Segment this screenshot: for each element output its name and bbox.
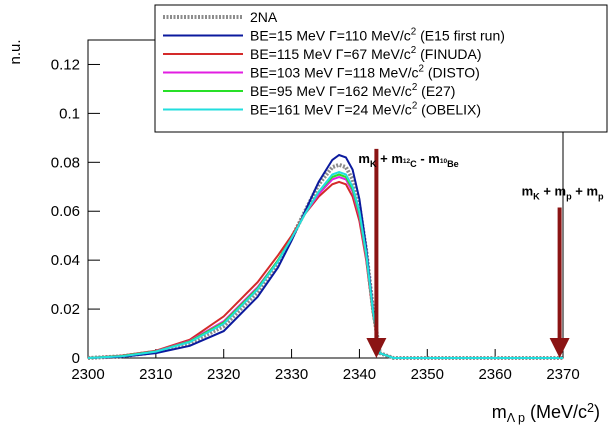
text-part: ) [594,402,600,422]
text-part: - m [417,151,440,166]
text-part: (E15 first run) [416,28,505,44]
arrow [549,207,570,358]
text-part: 2 [411,27,416,38]
text-part: (MeV/c [525,402,587,422]
y-tick-label: 0 [72,350,80,367]
text-part: BE=103 MeV Γ=118 MeV/c [250,65,419,81]
text-part: + m [540,184,566,199]
text-part: p [566,192,572,202]
legend-label: 2NA [250,9,278,25]
text-part: (DISTO) [424,65,480,81]
x-tick-label: 2360 [478,366,511,383]
text-part: 2 [412,101,417,112]
text-part: BE=15 MeV Γ=110 MeV/c [250,28,411,44]
text-part: K [533,192,540,202]
y-tick-label: 0.02 [51,301,80,318]
x-tick-label: 2300 [71,366,104,383]
annotation: mK + m12C - m10Be [358,151,458,169]
text-part: K [370,159,377,169]
text-part: + m [572,184,598,199]
series-line [87,171,563,359]
text-part: m [358,151,370,166]
text-part: m [492,402,507,422]
text-part: 2 [411,45,416,56]
y-tick-label: 0.04 [51,252,80,269]
legend-label: BE=103 MeV Γ=118 MeV/c2 (DISTO) [250,64,480,81]
text-part: m [522,184,534,199]
x-tick-label: 2350 [411,366,444,383]
text-part: BE=95 MeV Γ=162 MeV/c [250,83,412,99]
legend-label: BE=95 MeV Γ=162 MeV/c2 (E27) [250,82,455,99]
text-part: 10 [440,158,448,165]
text-part: Be [447,159,459,169]
legend-label: BE=115 MeV Γ=67 MeV/c2 (FINUDA) [250,45,482,62]
text-part: C [410,159,417,169]
text-part: 2 [587,401,594,415]
y-axis-label: n.u. [7,39,24,64]
text-part: p [598,192,604,202]
x-tick-label: 2310 [139,366,172,383]
y-tick-label: 0.1 [59,105,80,122]
series-line [87,162,563,360]
text-part: (OBELIX) [417,102,481,118]
series-line [87,175,563,359]
text-part: (E27) [417,83,455,99]
y-tick-label: 0.08 [51,154,80,171]
arrow [366,148,387,358]
text-part: + m [377,151,403,166]
y-tick-label: 0.06 [51,203,80,220]
text-part: BE=115 MeV Γ=67 MeV/c [250,46,411,62]
legend-label: BE=15 MeV Γ=110 MeV/c2 (E15 first run) [250,27,505,44]
y-tick-label: 0.12 [51,56,80,73]
x-tick-label: 2340 [343,366,376,383]
text-part: BE=161 MeV Γ=24 MeV/c [250,102,412,118]
text-part: (FINUDA) [416,46,481,62]
legend-box [154,4,608,133]
x-tick-label: 2330 [275,366,308,383]
series-line [87,180,563,359]
text-part: Λ p [507,411,525,425]
series-line [87,173,563,359]
x-tick-label: 2370 [546,366,579,383]
x-axis-label: mΛ p (MeV/c2) [492,401,600,425]
text-part: 2 [412,82,417,93]
legend-label: BE=161 MeV Γ=24 MeV/c2 (OBELIX) [250,101,481,118]
text-part: 2 [419,64,424,75]
x-tick-label: 2320 [207,366,240,383]
text-part: 12 [403,158,411,165]
annotation: mK + mp + mp [522,184,604,202]
text-part: 2NA [250,9,278,25]
